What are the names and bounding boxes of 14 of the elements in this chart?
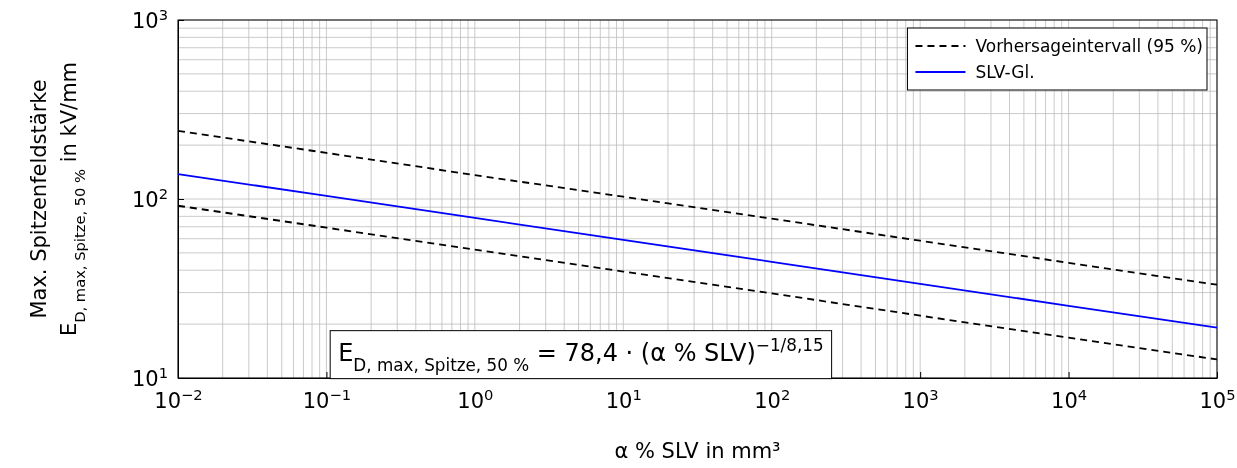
x-tick-label: 10$^{5}$ [1199, 385, 1236, 413]
legend-label: SLV-Gl. [975, 61, 1035, 82]
legend-label: Vorhersageintervall (95 %) [975, 35, 1203, 56]
x-tick-label: 10$^{1}$ [605, 385, 642, 413]
x-tick-label: 10$^{0}$ [457, 385, 494, 413]
y-tick-label: 10$^{2}$ [131, 184, 168, 212]
x-tick-label: 10$^{2}$ [754, 385, 791, 413]
x-tick-label: 10$^{3}$ [902, 385, 939, 413]
annotation: E$_{D, max, Spitze, 50 %}$ = 78,4 · (α % SLV)$^{−1/8,15}$ [338, 334, 824, 375]
y-tick-label: 10$^{3}$ [131, 5, 168, 33]
line-series [177, 173, 1218, 329]
x-tick-label: 10$^{−1}$ [302, 385, 352, 413]
x-tick-label: 10$^{4}$ [1051, 385, 1088, 413]
x-axis-title: α % SLV in mm³ [614, 439, 781, 463]
